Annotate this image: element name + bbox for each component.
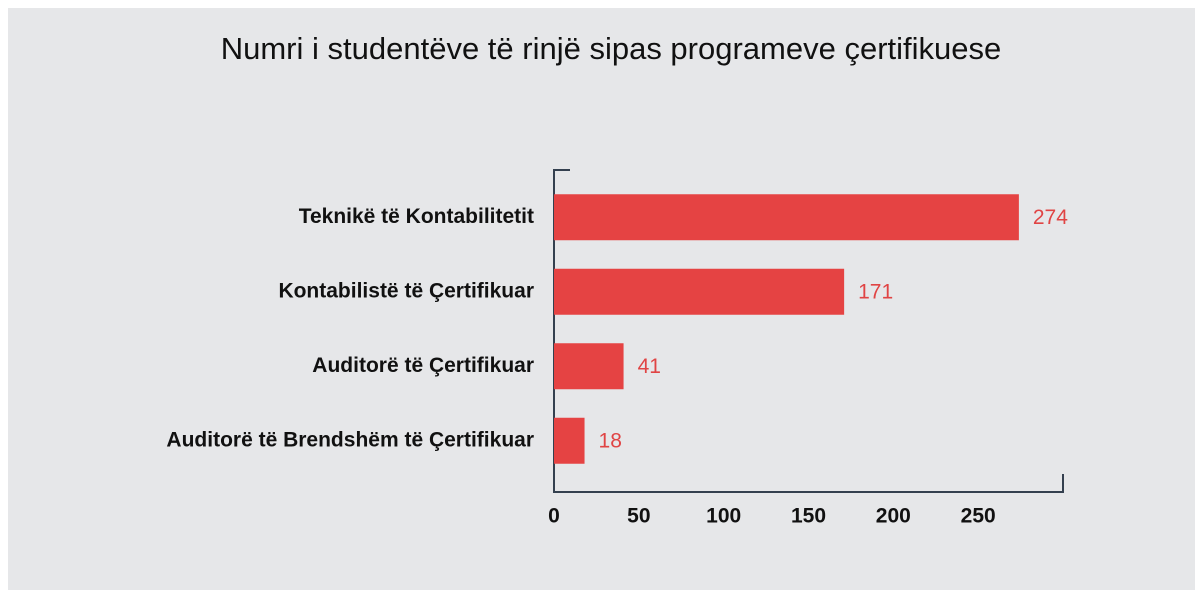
bar	[554, 194, 1019, 241]
value-label: 171	[858, 280, 893, 303]
value-label: 274	[1033, 206, 1068, 229]
x-tick-label: 150	[791, 505, 826, 528]
x-tick-label: 0	[548, 505, 560, 528]
y-tick-label: Kontabilistë të Çertifikuar	[278, 279, 534, 302]
bar	[554, 268, 845, 315]
y-tick-label: Teknikë të Kontabilitetit	[299, 205, 534, 228]
x-tick-label: 250	[961, 505, 996, 528]
y-tick-label: Auditorë të Brendshëm të Çertifikuar	[166, 428, 534, 451]
value-label: 18	[599, 429, 622, 452]
x-tick-label: 100	[706, 505, 741, 528]
bar	[554, 343, 624, 390]
x-tick-label: 200	[876, 505, 911, 528]
value-label: 41	[638, 355, 661, 378]
axis	[553, 169, 1064, 493]
bar	[554, 417, 585, 464]
y-tick-label: Auditorë të Çertifikuar	[312, 354, 534, 377]
chart-title: Numri i studentëve të rinjë sipas progra…	[221, 31, 1002, 66]
x-tick-label: 50	[627, 505, 650, 528]
